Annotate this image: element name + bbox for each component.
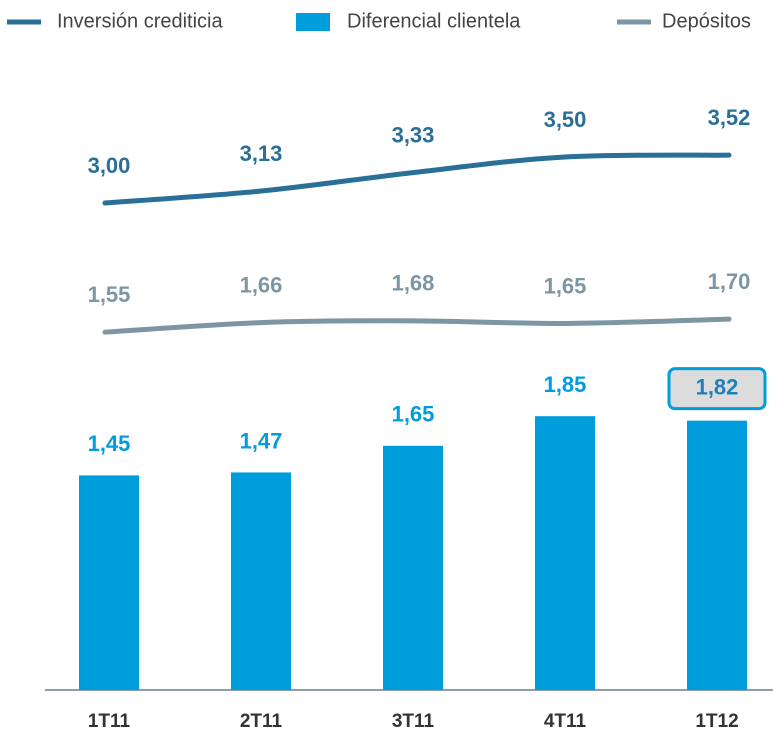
bar [79, 475, 139, 690]
data-label: 3,13 [240, 141, 283, 166]
data-label: 1,45 [88, 431, 131, 456]
bar [687, 420, 747, 690]
data-label: 1,66 [240, 272, 283, 297]
legend-label: Depósitos [662, 10, 751, 32]
bar [535, 416, 595, 690]
data-label: 1,68 [392, 271, 435, 296]
data-label: 1,70 [708, 269, 751, 294]
x-tick-label: 3T11 [392, 711, 435, 732]
data-label: 1,85 [544, 372, 587, 397]
data-label: 3,52 [708, 105, 751, 130]
data-label: 1,47 [240, 428, 283, 453]
data-label: 3,33 [392, 122, 435, 147]
x-tick-label: 2T11 [240, 711, 283, 732]
x-tick-label: 1T12 [695, 711, 738, 732]
highlight-box [667, 367, 767, 411]
line [102, 316, 732, 335]
bar [231, 472, 291, 690]
x-tick-label: 1T11 [88, 711, 131, 732]
line [102, 152, 732, 206]
data-label: 1,65 [544, 273, 587, 298]
data-label: 1,82 [696, 374, 739, 399]
data-label: 3,50 [544, 107, 587, 132]
x-tick-label: 4T11 [544, 711, 587, 732]
data-label: 1,65 [392, 402, 435, 427]
data-label: 1,55 [88, 282, 131, 307]
data-label: 3,00 [88, 153, 131, 178]
legend-label: Inversión crediticia [57, 10, 224, 32]
bar [383, 445, 443, 690]
legend-label: Diferencial clientela [347, 10, 521, 32]
legend-swatch [296, 13, 330, 31]
